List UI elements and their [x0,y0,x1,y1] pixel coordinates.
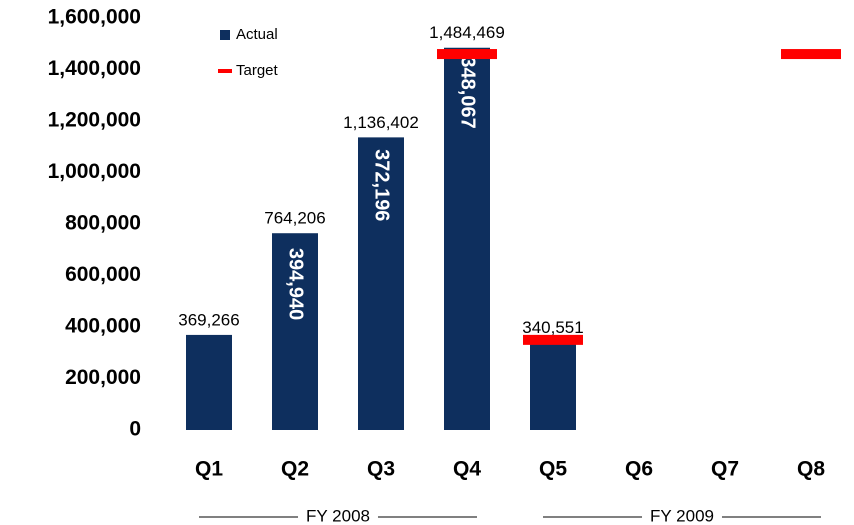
y-tick-label: 1,000,000 [48,160,141,183]
y-tick-label: 200,000 [65,366,141,389]
y-tick-label: 1,400,000 [48,57,141,80]
data-label: 1,484,469 [429,23,505,42]
x-tick-label: Q6 [625,458,653,481]
bar [272,233,318,430]
x-tick-label: Q1 [195,458,223,481]
data-label: 340,551 [522,318,583,337]
x-tick-label: Q8 [797,458,825,481]
legend-label: Target [236,62,279,79]
x-tick-label: Q3 [367,458,395,481]
bar [530,342,576,430]
group-label: FY 2008 [306,506,370,525]
x-tick-label: Q2 [281,458,309,481]
x-tick-label: Q5 [539,458,567,481]
increment-label: 348,067 [457,56,479,128]
bar [358,137,404,431]
bar [444,47,490,430]
y-tick-label: 600,000 [65,263,141,286]
y-tick-label: 1,600,000 [48,6,141,29]
increment-label: 394,940 [285,248,307,320]
increment-label: 372,196 [371,149,393,221]
target-marker [523,334,583,345]
data-label: 764,206 [264,209,325,228]
y-tick-label: 1,200,000 [48,109,141,132]
target-marker [437,49,497,60]
legend-swatch [220,30,230,40]
x-tick-label: Q7 [711,458,739,481]
target-marker [781,49,841,60]
legend-label: Actual [236,26,278,43]
y-tick-label: 0 [129,418,141,441]
y-tick-label: 800,000 [65,212,141,235]
y-tick-label: 400,000 [65,315,141,338]
legend-swatch [218,69,232,73]
data-label: 1,136,402 [343,113,419,132]
x-tick-label: Q4 [453,458,481,481]
bar [186,334,232,430]
data-label: 369,266 [178,310,239,329]
group-label: FY 2009 [650,506,714,525]
